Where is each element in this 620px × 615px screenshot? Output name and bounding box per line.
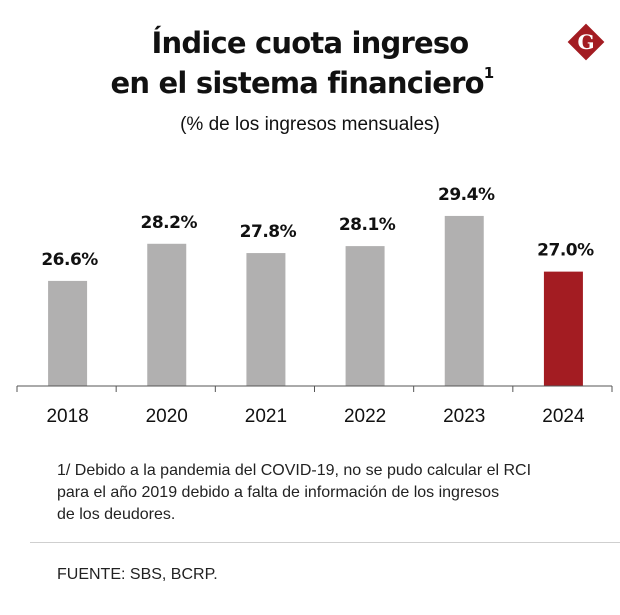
value-label-2023: 29.4% <box>438 185 495 205</box>
chart-title-line-2-text: en el sistema financiero <box>110 66 485 100</box>
value-label-2022: 28.1% <box>339 215 396 235</box>
chart-title-line-1: Índice cuota ingreso <box>151 26 470 60</box>
x-tick-label-2021: 2021 <box>245 406 287 425</box>
bar-2018 <box>48 280 88 386</box>
bar-2023 <box>444 215 484 386</box>
value-label-2021: 27.8% <box>240 222 297 242</box>
logo-letter: G <box>577 30 594 54</box>
bar-2024 <box>543 271 583 386</box>
value-label-2024: 27.0% <box>537 241 594 261</box>
bar-2020 <box>147 243 187 386</box>
x-axis <box>16 385 613 392</box>
x-tick-label-2024: 2024 <box>542 406 585 425</box>
footnote-line: 1/ Debido a la pandemia del COVID-19, no… <box>57 462 532 479</box>
bar-2022 <box>345 246 385 386</box>
x-tick-label-2022: 2022 <box>344 406 386 425</box>
x-tick-label-2020: 2020 <box>146 406 188 425</box>
logo-diamond <box>567 23 605 61</box>
source-note: FUENTE: SBS, BCRP. <box>57 566 218 583</box>
footnote-line: para el año 2019 debido a falta de infor… <box>57 484 500 501</box>
gestion-logo-icon: G <box>567 23 605 61</box>
divider <box>30 542 620 543</box>
x-tick-label-2023: 2023 <box>443 406 485 425</box>
bar-2021 <box>246 253 286 386</box>
x-tick-label-2018: 2018 <box>46 406 88 425</box>
value-label-2018: 26.6% <box>41 250 98 270</box>
x-tick-labels-group: 2018 2020 2021 2022 2023 2024 <box>46 406 585 425</box>
title-footnote-mark: 1 <box>483 64 494 83</box>
footnote-line: de los deudores. <box>57 506 176 523</box>
bars-group <box>48 215 583 386</box>
value-labels-group: 26.6% 28.2% 27.8% 28.1% 29.4% 27.0% <box>41 185 594 270</box>
value-label-2020: 28.2% <box>141 213 198 233</box>
chart-subtitle: (% de los ingresos mensuales) <box>180 114 440 135</box>
chart-title-line-2: en el sistema financiero1 <box>0 64 612 100</box>
bar-chart: 26.6%28.2% 27.8% 28.1%29.4%27.0% 2018 2020 2… <box>16 185 613 425</box>
footnote: 1/ Debido a la pandemia del COVID-19, no… <box>57 460 577 526</box>
